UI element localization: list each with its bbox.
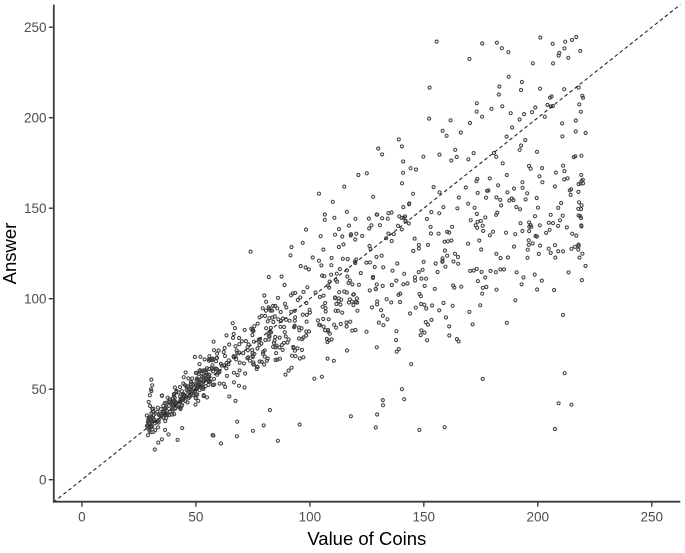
- svg-text:250: 250: [641, 510, 664, 525]
- svg-text:Value of Coins: Value of Coins: [307, 528, 426, 549]
- svg-text:100: 100: [24, 291, 47, 306]
- svg-text:200: 200: [24, 110, 47, 125]
- svg-text:250: 250: [24, 20, 47, 35]
- svg-text:50: 50: [31, 382, 46, 397]
- svg-text:50: 50: [188, 510, 203, 525]
- svg-text:200: 200: [527, 510, 550, 525]
- svg-text:Answer: Answer: [0, 223, 20, 285]
- svg-text:0: 0: [39, 472, 47, 487]
- svg-text:100: 100: [299, 510, 322, 525]
- svg-text:0: 0: [78, 510, 86, 525]
- svg-text:150: 150: [24, 201, 47, 216]
- svg-text:150: 150: [413, 510, 436, 525]
